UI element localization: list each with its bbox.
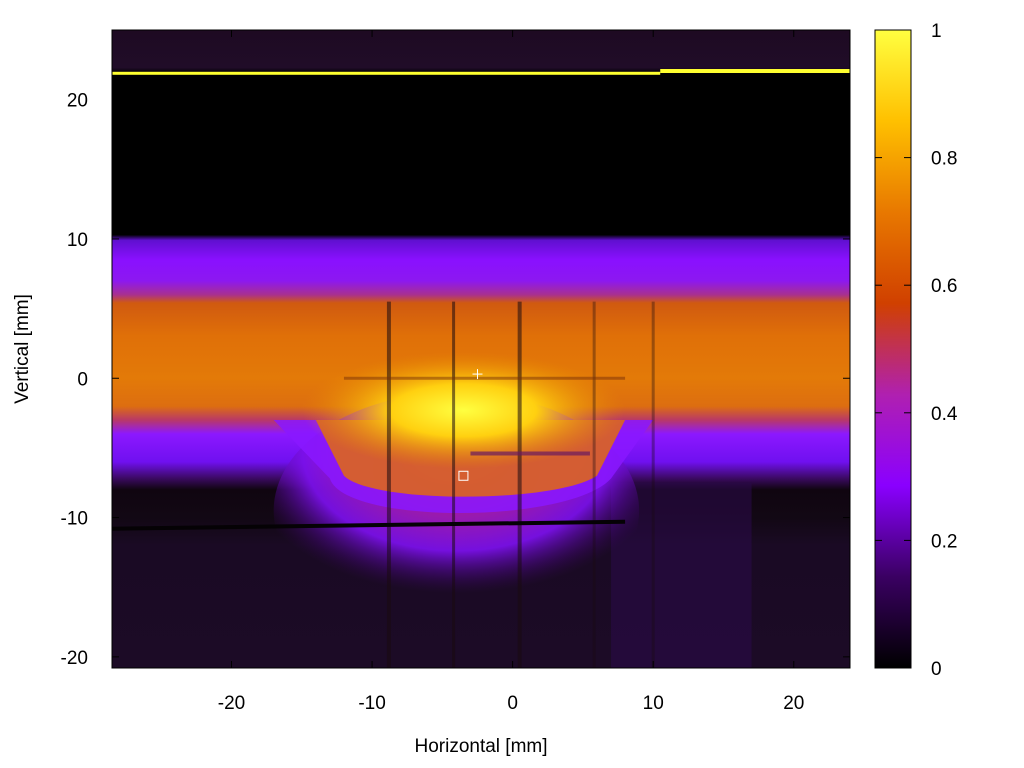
x-tick-label--10: -10 — [358, 693, 385, 714]
cb-tick-label-0: 0 — [931, 659, 942, 680]
y-tick-label--10: -10 — [61, 509, 88, 530]
cb-tick-label-2: 0.4 — [931, 404, 958, 425]
top-bright-line-left — [112, 71, 661, 75]
cb-tick-label-1: 0.2 — [931, 531, 957, 552]
x-axis-title: Horizontal [mm] — [414, 736, 547, 757]
x-tick-label-10: 10 — [643, 693, 664, 714]
y-axis-title: Vertical [mm] — [12, 294, 33, 404]
dark-line-lower — [112, 519, 626, 531]
y-tick-label-0: 0 — [77, 369, 88, 390]
x-tick-label-0: 0 — [507, 693, 518, 714]
cb-tick-label-5: 1 — [931, 21, 942, 42]
marker-crosshair — [472, 369, 483, 380]
cb-tick-label-4: 0.8 — [931, 149, 957, 170]
x-tick-label--20: -20 — [218, 693, 245, 714]
y-tick-label--20: -20 — [61, 648, 88, 669]
axis-ticks: -20 -10 0 10 20 -20 -10 0 10 20 — [61, 30, 850, 714]
heatmap-image — [112, 30, 850, 668]
y-tick-label-10: 10 — [67, 230, 88, 251]
colorbar — [874, 29, 912, 669]
x-tick-label-20: 20 — [783, 693, 804, 714]
colorbar-ticks: 0 0.2 0.4 0.6 0.8 1 — [875, 21, 958, 680]
cb-tick-label-3: 0.6 — [931, 276, 957, 297]
bright-core — [301, 351, 626, 469]
y-tick-label-20: 20 — [67, 91, 88, 112]
top-bright-line-right — [660, 69, 850, 74]
plot-frame — [111, 29, 851, 669]
marker-square — [458, 470, 469, 481]
